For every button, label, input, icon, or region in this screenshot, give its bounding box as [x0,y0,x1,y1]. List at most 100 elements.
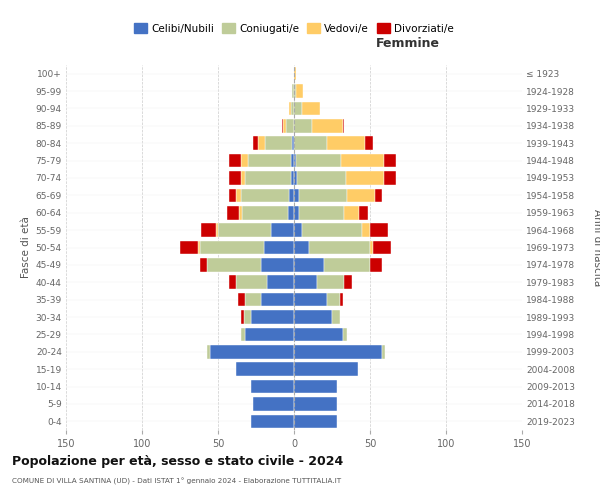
Bar [201,224,217,237]
Bar [317,276,344,289]
Bar [296,84,303,98]
Bar [245,328,294,341]
Bar [217,224,218,237]
Bar [328,136,365,150]
Bar [229,171,241,185]
Bar [302,102,320,115]
Bar [292,84,294,98]
Bar [198,240,200,254]
Bar [218,224,271,237]
Bar [229,276,236,289]
Bar [253,397,294,410]
Bar [294,206,299,220]
Bar [373,240,391,254]
Bar [344,206,359,220]
Bar [294,102,302,115]
Text: Femmine: Femmine [376,38,440,51]
Bar [294,171,297,185]
Y-axis label: Fasce di età: Fasce di età [22,216,31,278]
Bar [294,397,337,410]
Bar [283,119,286,132]
Bar [260,293,294,306]
Bar [245,293,260,306]
Bar [265,136,292,150]
Bar [296,154,341,168]
Bar [383,171,396,185]
Bar [382,345,385,358]
Bar [294,328,343,341]
Bar [291,154,294,168]
Bar [294,188,299,202]
Bar [241,188,289,202]
Bar [294,258,325,272]
Bar [236,188,241,202]
Bar [365,136,373,150]
Bar [302,224,362,237]
Bar [294,119,312,132]
Bar [291,171,294,185]
Bar [257,136,265,150]
Text: Popolazione per età, sesso e stato civile - 2024: Popolazione per età, sesso e stato civil… [12,455,343,468]
Bar [289,102,291,115]
Bar [244,310,251,324]
Bar [263,240,294,254]
Bar [236,276,266,289]
Bar [294,414,337,428]
Bar [286,119,294,132]
Bar [241,171,245,185]
Bar [236,362,294,376]
Bar [370,240,373,254]
Bar [312,119,343,132]
Bar [328,293,340,306]
Bar [344,276,352,289]
Y-axis label: Anni di nascita: Anni di nascita [592,209,600,286]
Bar [260,258,294,272]
Bar [289,188,294,202]
Bar [294,224,302,237]
Bar [251,310,294,324]
Bar [346,171,383,185]
Bar [325,258,370,272]
Bar [251,414,294,428]
Bar [332,310,340,324]
Bar [294,84,296,98]
Bar [208,258,260,272]
Bar [266,276,294,289]
Bar [294,380,337,394]
Bar [374,188,382,202]
Bar [241,310,244,324]
Bar [288,206,294,220]
Bar [370,224,388,237]
Bar [248,154,291,168]
Bar [347,188,374,202]
Bar [340,293,343,306]
Bar [291,102,294,115]
Bar [211,345,294,358]
Bar [362,224,370,237]
Bar [208,345,211,358]
Bar [343,328,347,341]
Bar [370,258,382,272]
Bar [309,240,370,254]
Legend: Celibi/Nubili, Coniugati/e, Vedovi/e, Divorziati/e: Celibi/Nubili, Coniugati/e, Vedovi/e, Di… [130,19,458,38]
Bar [239,206,242,220]
Bar [229,154,241,168]
Bar [343,119,344,132]
Bar [245,171,291,185]
Bar [294,67,296,80]
Bar [292,136,294,150]
Bar [238,293,245,306]
Bar [294,240,309,254]
Bar [294,154,296,168]
Bar [297,171,346,185]
Bar [251,380,294,394]
Bar [227,206,239,220]
Bar [294,345,382,358]
Bar [294,362,358,376]
Bar [383,154,396,168]
Bar [241,328,245,341]
Bar [294,293,328,306]
Bar [271,224,294,237]
Bar [200,240,263,254]
Text: COMUNE DI VILLA SANTINA (UD) - Dati ISTAT 1° gennaio 2024 - Elaborazione TUTTITA: COMUNE DI VILLA SANTINA (UD) - Dati ISTA… [12,478,341,484]
